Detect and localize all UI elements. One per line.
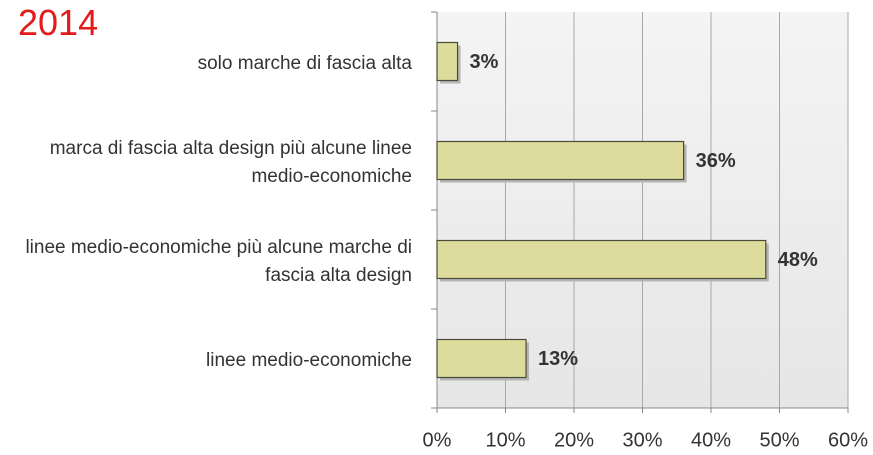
x-tick-label: 30%: [622, 429, 662, 451]
y-tick-label: solo marche di fascia alta: [197, 52, 412, 74]
x-tick-label: 10%: [485, 429, 525, 451]
y-tick-label: marca di fascia alta design più alcune l…: [49, 137, 412, 187]
x-tick-label: 20%: [554, 429, 594, 451]
x-tick-label: 60%: [828, 429, 868, 451]
value-label: 48%: [778, 249, 818, 271]
bar: [436, 338, 527, 379]
value-label: 3%: [470, 51, 499, 73]
bar: [436, 140, 685, 181]
value-label: 13%: [538, 348, 578, 370]
value-label: 36%: [696, 150, 736, 172]
bar: [436, 239, 767, 280]
x-tick-label: 0%: [423, 429, 452, 451]
y-tick-label: linee medio-economiche: [206, 349, 412, 371]
x-tick-label: 40%: [691, 429, 731, 451]
chart-title: 2014: [18, 2, 99, 43]
bar: [436, 41, 459, 82]
x-tick-label: 50%: [759, 429, 799, 451]
y-tick-label: linee medio-economiche più alcune marche…: [25, 236, 412, 286]
